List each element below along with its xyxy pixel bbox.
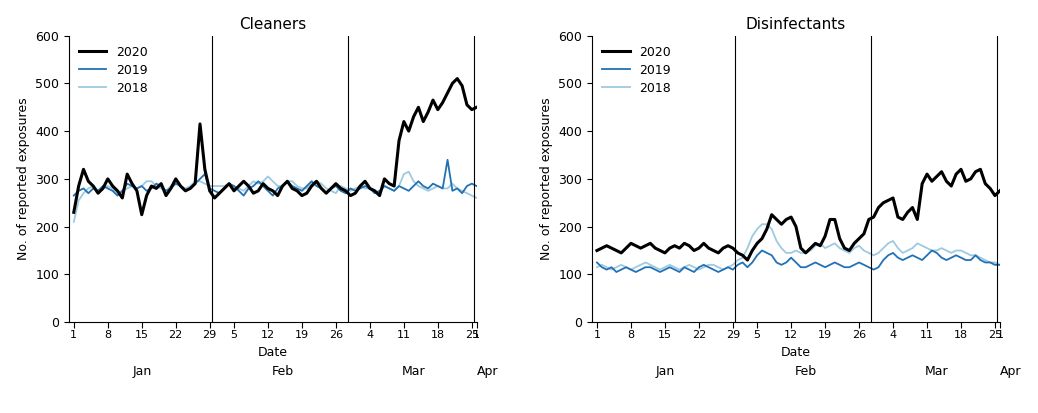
- X-axis label: Date: Date: [257, 346, 288, 359]
- Text: Feb: Feb: [272, 365, 294, 378]
- Y-axis label: No. of reported exposures: No. of reported exposures: [17, 97, 30, 260]
- Text: Jan: Jan: [655, 365, 675, 378]
- Y-axis label: No. of reported exposures: No. of reported exposures: [540, 97, 553, 260]
- Text: Mar: Mar: [925, 365, 949, 378]
- Legend: 2020, 2019, 2018: 2020, 2019, 2018: [75, 42, 152, 98]
- Text: Apr: Apr: [1000, 365, 1021, 378]
- Legend: 2020, 2019, 2018: 2020, 2019, 2018: [598, 42, 675, 98]
- X-axis label: Date: Date: [781, 346, 811, 359]
- Title: Cleaners: Cleaners: [239, 17, 306, 32]
- Title: Disinfectants: Disinfectants: [746, 17, 846, 32]
- Text: Feb: Feb: [795, 365, 817, 378]
- Text: Mar: Mar: [402, 365, 426, 378]
- Text: Apr: Apr: [476, 365, 498, 378]
- Text: Jan: Jan: [132, 365, 152, 378]
